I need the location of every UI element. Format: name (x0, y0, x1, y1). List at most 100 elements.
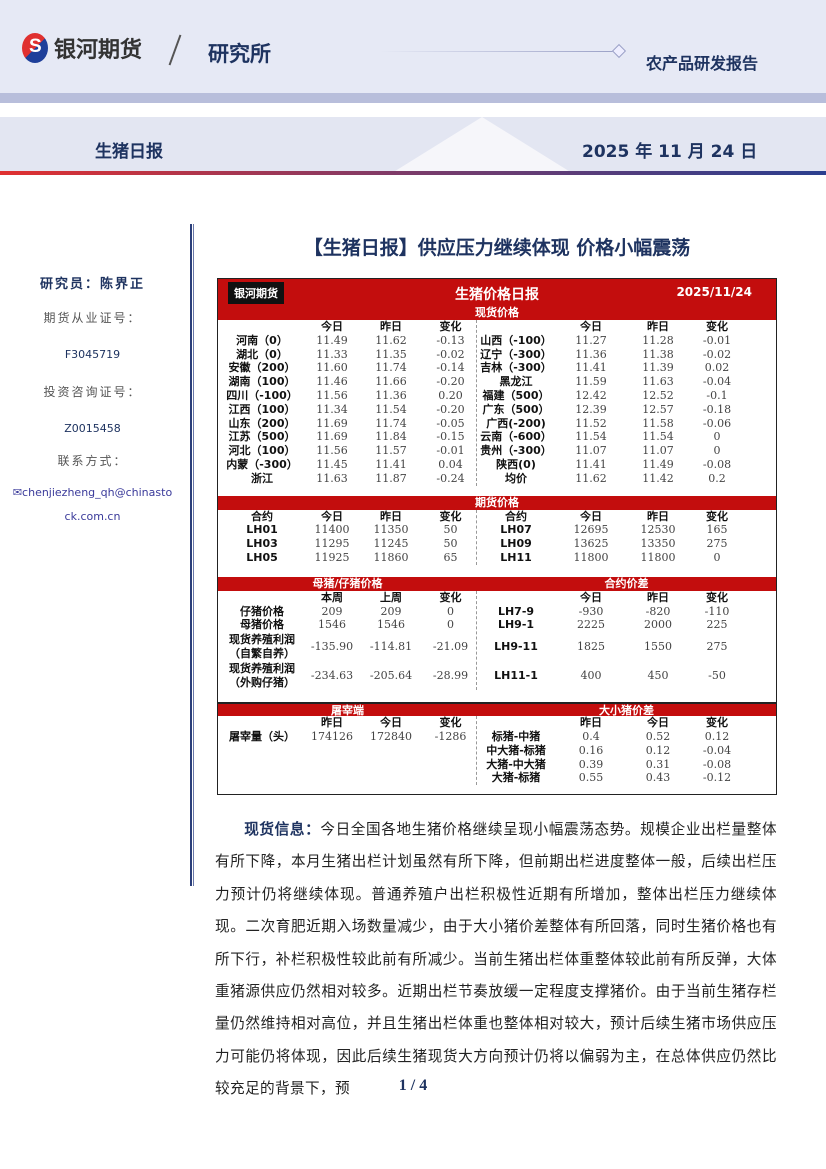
row-label: LH9-11 (494, 639, 538, 653)
row-label: 大猪-中大猪 (486, 757, 546, 771)
cell-value: 11.28 (642, 333, 674, 347)
spacer (218, 690, 776, 702)
cell-value (306, 771, 358, 785)
cell-value: -28.99 (432, 668, 469, 682)
spacer (745, 458, 776, 472)
spacer (745, 320, 776, 334)
column-header: 昨日 (321, 716, 343, 730)
sidebar: 研究员：陈界正 期货从业证号： F3045719 投资咨询证号： Z001545… (0, 270, 185, 529)
row-label: LH01 (246, 523, 278, 537)
cell-value: 11.57 (375, 444, 407, 458)
cell-value: -0.08 (702, 457, 732, 471)
cell-value: 0.43 (645, 771, 671, 785)
cell-value: 0.55 (578, 771, 604, 785)
spacer (745, 744, 776, 758)
cell-value: 11.07 (575, 444, 607, 458)
cell-value: 11.41 (375, 457, 407, 471)
cell-value: 11.45 (316, 457, 348, 471)
futures-cert: F3045719 (64, 348, 121, 361)
column-header: 变化 (439, 320, 462, 333)
cell-value: 11350 (373, 523, 409, 537)
column-header: 今日 (580, 590, 602, 604)
cell-value: -0.08 (702, 757, 732, 771)
cell-value: 11.49 (316, 333, 348, 347)
cell-value: 12.52 (642, 388, 674, 402)
cell-value: 0.39 (578, 757, 604, 771)
cell-value: 11.74 (375, 416, 407, 430)
cell-value (424, 758, 477, 772)
spacer (745, 375, 776, 389)
header-strip (0, 93, 826, 103)
spacer (745, 605, 776, 619)
column-header (477, 716, 555, 730)
cell-value: 11.87 (375, 471, 407, 485)
cell-value: 450 (647, 668, 669, 682)
cell-value: 11.38 (642, 347, 674, 361)
spacer (745, 730, 776, 744)
cell-value: -50 (708, 668, 726, 682)
spacer (745, 591, 776, 605)
row-label: 母猪价格 (240, 618, 284, 632)
cell-value: 2000 (644, 618, 672, 632)
row-label: LH09 (500, 537, 532, 551)
cell-value: -0.12 (702, 771, 732, 785)
cell-value: 11.56 (316, 444, 348, 458)
row-label: 贵州（-300） (480, 444, 552, 458)
spacer (745, 334, 776, 348)
cell-value: 11.54 (642, 430, 674, 444)
row-label: 吉林（-300） (480, 361, 552, 375)
cell-value: 12530 (640, 523, 676, 537)
row-label: LH11 (500, 550, 532, 564)
column-header: 本周 (321, 590, 343, 604)
cell-value: -0.20 (436, 375, 465, 389)
cell-value: 275 (706, 639, 728, 653)
column-header (218, 320, 306, 334)
column-header: 合约 (251, 509, 273, 523)
column-header: 变化 (439, 509, 462, 523)
cell-value: 11.49 (642, 457, 674, 471)
cell-value: 11800 (573, 550, 609, 564)
cell-value: 12695 (573, 523, 609, 537)
column-header: 昨日 (380, 320, 402, 333)
futures-cert-label: 期货从业证号： (43, 311, 142, 325)
row-label: LH07 (500, 523, 532, 537)
spacer (745, 771, 776, 785)
cell-value: 11.36 (575, 347, 607, 361)
cell-value: 11.62 (375, 333, 407, 347)
spacer (745, 661, 776, 690)
cell-value: -234.63 (310, 668, 354, 682)
row-label: LH7-9 (497, 604, 535, 618)
cell-value: 1550 (644, 639, 672, 653)
column-header: 昨日 (647, 509, 669, 523)
cell-value: 1825 (577, 639, 605, 653)
cell-value: 11.63 (642, 375, 674, 389)
brand-logo-icon (22, 33, 48, 63)
table-title: 生猪价格日报 (455, 287, 539, 303)
cell-value: 2225 (577, 618, 605, 632)
section-title: 合约价差 (604, 576, 649, 590)
cell-value: -21.09 (432, 639, 469, 653)
spacer (745, 348, 776, 362)
column-header: 今日 (321, 509, 343, 523)
cell-value: 11.27 (575, 333, 607, 347)
row-label: LH9-1 (497, 618, 535, 632)
cell-value: -0.04 (702, 375, 732, 389)
column-header (218, 716, 306, 730)
column-header: 今日 (647, 716, 669, 730)
cell-value: -0.1 (706, 388, 728, 402)
cell-value (358, 758, 424, 772)
table-date: 2025/11/24 (676, 285, 752, 299)
report-series: 生猪日报 (95, 142, 163, 162)
cell-value: 209 (380, 604, 402, 618)
row-label (218, 771, 306, 785)
cell-value: -0.01 (702, 333, 732, 347)
email-link[interactable]: ✉chenjiezheng_qh@chinastock.com.cn (12, 486, 173, 523)
cell-value: 400 (580, 668, 602, 682)
cell-value: 11925 (314, 550, 350, 564)
cell-value: 50 (443, 537, 458, 551)
cell-value: -0.24 (436, 471, 465, 485)
contact-label: 联系方式： (57, 454, 128, 468)
section-grid: 今日 昨日 变化 今日 昨日 变化 河南（0） 11.49 11.62 -0.13 山西（-100）… (218, 320, 776, 486)
cell-value: -0.04 (702, 743, 732, 757)
cell-value: 0.16 (578, 743, 604, 757)
